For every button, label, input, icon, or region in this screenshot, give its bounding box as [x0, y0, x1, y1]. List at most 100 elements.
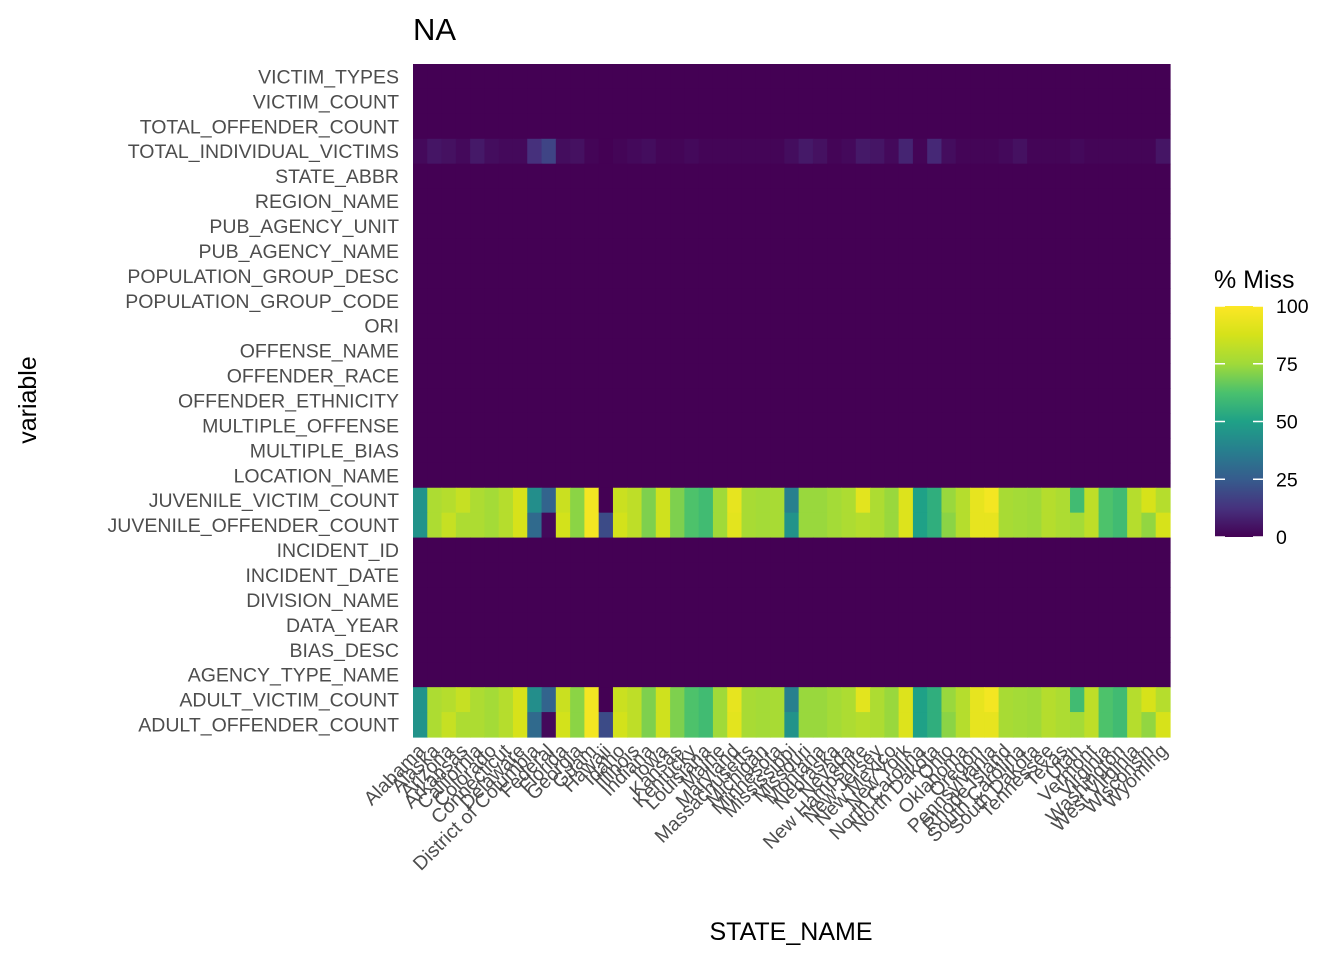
heatmap-cell [655, 313, 671, 339]
heatmap-cell [627, 288, 643, 314]
heatmap-cell [870, 562, 885, 589]
heatmap-cell [741, 637, 757, 663]
heatmap-cell [584, 88, 600, 115]
heatmap-cell [584, 662, 600, 688]
heatmap-cell [512, 512, 528, 539]
heatmap-cell [670, 213, 685, 240]
heatmap-cell [470, 562, 486, 589]
heatmap-cell [984, 462, 1000, 489]
heatmap-cell [1084, 437, 1100, 464]
heatmap-cell [1127, 687, 1143, 713]
heatmap-cell [698, 412, 714, 439]
heatmap-cell [441, 562, 457, 589]
heatmap-cell [470, 462, 486, 489]
heatmap-cell [455, 338, 471, 364]
heatmap-cell [955, 487, 971, 514]
heatmap-cell [798, 213, 814, 240]
heatmap-cell [541, 113, 557, 140]
heatmap-cell [984, 687, 1000, 713]
heatmap-cell [770, 188, 785, 215]
heatmap-cell [441, 587, 457, 613]
heatmap-cell [941, 562, 957, 589]
heatmap-cell [1098, 88, 1114, 115]
heatmap-cell [1127, 363, 1143, 389]
heatmap-cell [641, 712, 657, 738]
heatmap-cell [798, 712, 814, 738]
heatmap-cell [598, 412, 614, 439]
heatmap-cell [498, 388, 514, 414]
heatmap-cell [812, 637, 828, 663]
heatmap-cell [584, 637, 600, 663]
heatmap-cell [627, 338, 643, 364]
heatmap-cell [784, 662, 800, 688]
y-tick-label: TOTAL_OFFENDER_COUNT [140, 116, 399, 138]
heatmap-cell [1084, 338, 1100, 364]
heatmap-cell [441, 512, 457, 539]
heatmap-cell [1112, 188, 1128, 215]
heatmap-cell [470, 437, 486, 464]
heatmap-cell [1055, 662, 1071, 688]
heatmap-cell [584, 64, 600, 90]
heatmap-cell [1012, 687, 1028, 713]
heatmap-cell [927, 113, 943, 140]
heatmap-cell [1027, 213, 1043, 240]
chart-title: NA [413, 12, 456, 47]
heatmap-cell [527, 138, 543, 165]
heatmap-cell [455, 188, 471, 215]
heatmap-cell [941, 188, 957, 215]
heatmap-cell [484, 188, 500, 215]
heatmap-cell [712, 263, 728, 289]
heatmap-cell [1098, 263, 1114, 289]
heatmap-cell [470, 138, 486, 165]
heatmap-cells [413, 64, 1171, 738]
heatmap-cell [427, 487, 443, 514]
heatmap-cell [670, 562, 685, 589]
heatmap-cell [827, 363, 843, 389]
heatmap-cell [527, 662, 543, 688]
heatmap-cell [855, 363, 871, 389]
heatmap-cell [1084, 188, 1100, 215]
heatmap-cell [441, 612, 457, 638]
heatmap-cell [984, 263, 1000, 289]
heatmap-cell [1112, 437, 1128, 464]
heatmap-cell [1127, 88, 1143, 115]
heatmap-cell [627, 462, 643, 489]
heatmap-cell [555, 412, 571, 439]
heatmap-cell [1012, 64, 1028, 90]
heatmap-cell [898, 64, 914, 90]
heatmap-cell [1098, 388, 1114, 414]
heatmap-cell [484, 662, 500, 688]
heatmap-cell [570, 637, 585, 663]
heatmap-cell [912, 363, 928, 389]
heatmap-cell [498, 687, 514, 713]
heatmap-cell [1084, 662, 1100, 688]
heatmap-cell [1012, 88, 1028, 115]
heatmap-cell [727, 363, 743, 389]
heatmap-cell [855, 462, 871, 489]
heatmap-cell [427, 637, 443, 663]
heatmap-cell [1055, 113, 1071, 140]
heatmap-cell [1012, 163, 1028, 190]
heatmap-cell [1098, 313, 1114, 339]
heatmap-cell [841, 64, 857, 90]
heatmap-cell [512, 462, 528, 489]
heatmap-cell [812, 313, 828, 339]
heatmap-cell [527, 587, 543, 613]
heatmap-cell [498, 612, 514, 638]
heatmap-cell [912, 138, 928, 165]
heatmap-cell [1041, 263, 1057, 289]
heatmap-cell [912, 113, 928, 140]
heatmap-cell [712, 88, 728, 115]
heatmap-cell [455, 313, 471, 339]
heatmap-cell [541, 263, 557, 289]
heatmap-cell [984, 163, 1000, 190]
heatmap-cell [541, 88, 557, 115]
heatmap-cell [927, 388, 943, 414]
heatmap-cell [827, 88, 843, 115]
heatmap-cell [870, 263, 885, 289]
heatmap-cell [841, 263, 857, 289]
y-tick-label: JUVENILE_OFFENDER_COUNT [108, 515, 400, 537]
heatmap-cell [798, 138, 814, 165]
heatmap-cell [727, 462, 743, 489]
heatmap-cell [1070, 138, 1085, 165]
